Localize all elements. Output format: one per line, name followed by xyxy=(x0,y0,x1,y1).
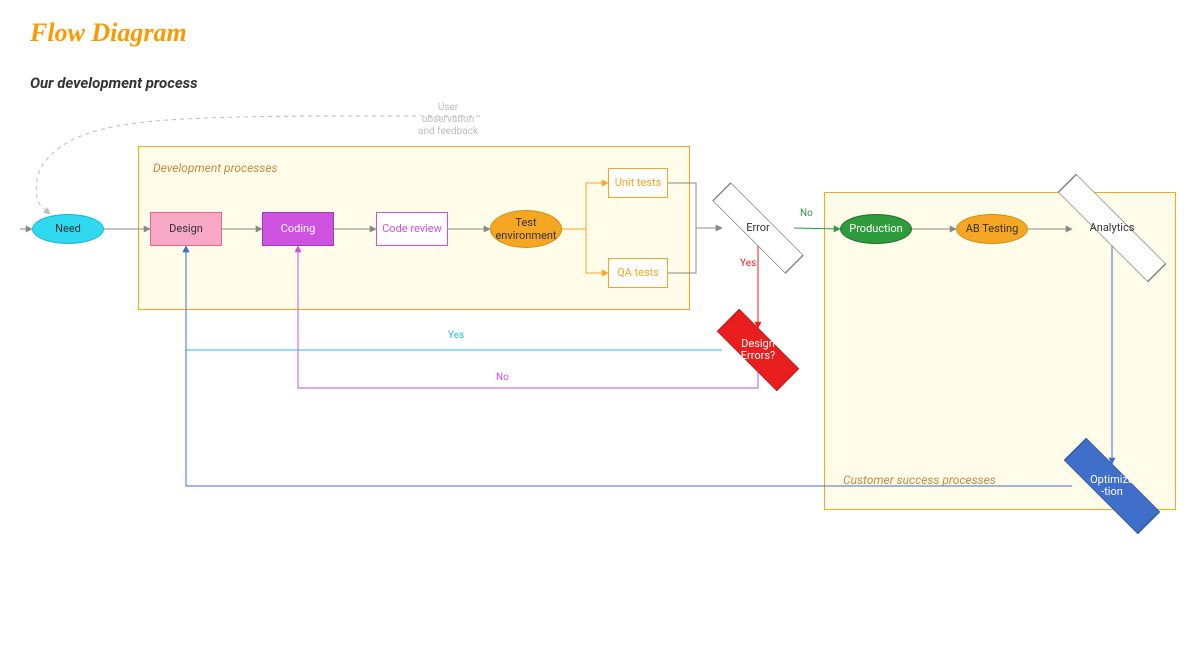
node-optimization: Optimiza-tion xyxy=(1072,464,1152,508)
edge-label-no-8: No xyxy=(800,208,813,219)
node-designerr: DesignErrors? xyxy=(722,328,794,372)
node-qatests: QA tests xyxy=(608,258,668,288)
node-coding: Coding xyxy=(262,212,334,246)
node-analytics: Analytics xyxy=(1072,210,1152,246)
group-development-label: Development processes xyxy=(153,161,278,175)
node-error: Error xyxy=(722,210,794,246)
node-unittests: Unit tests xyxy=(608,168,668,198)
node-need: Need xyxy=(32,214,104,244)
page-title: Flow Diagram xyxy=(30,18,187,48)
node-codereview: Code review xyxy=(376,212,448,246)
node-abtesting: AB Testing xyxy=(956,214,1028,244)
page-subtitle: Our development process xyxy=(30,74,198,92)
edge-label-yes-9: Yes xyxy=(740,258,756,269)
node-testenv: Testenvironment xyxy=(490,210,562,248)
edge-label-yes-10: Yes xyxy=(448,330,464,341)
edge-label-no-11: No xyxy=(496,372,509,383)
flow-canvas: Flow Diagram Our development process Dev… xyxy=(0,0,1200,663)
node-design: Design xyxy=(150,212,222,246)
node-production: Production xyxy=(840,214,912,244)
feedback-annotation: Userobservationand feedback xyxy=(418,102,478,138)
group-customer-success-label: Customer success processes xyxy=(843,473,996,487)
